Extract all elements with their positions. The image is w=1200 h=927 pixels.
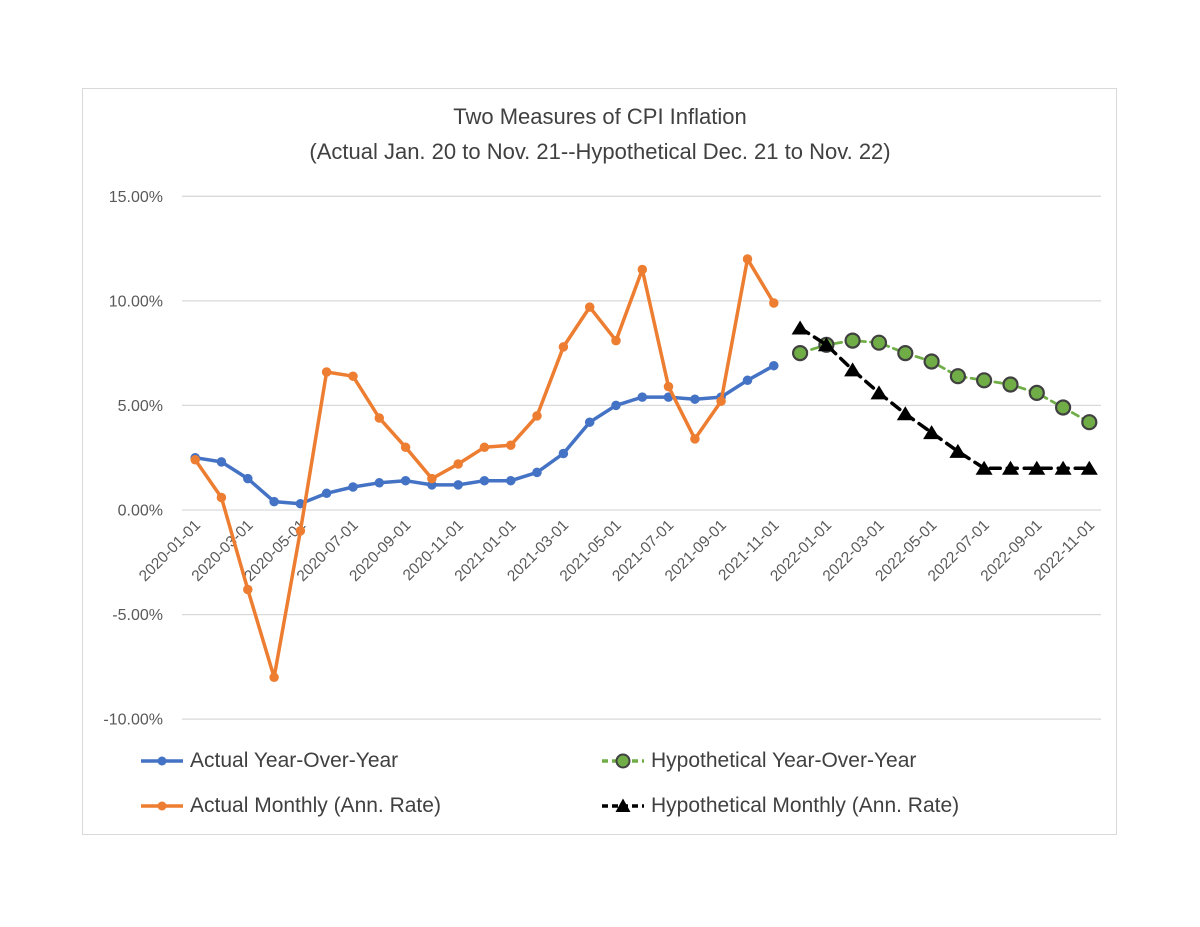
data-point-actual-yoy [769, 360, 779, 371]
data-point-hypothetical-monthly [975, 460, 993, 475]
legend-marker-actual-monthly-icon [141, 801, 183, 811]
data-point-hypothetical-monthly [870, 385, 888, 400]
data-point-actual-monthly [243, 584, 253, 595]
data-point-hypothetical-monthly [1054, 460, 1072, 475]
data-point-hypothetical-yoy [844, 332, 861, 349]
data-point-actual-monthly [584, 302, 595, 312]
data-point-hypothetical-monthly [1080, 460, 1098, 475]
data-point-hypothetical-monthly [844, 362, 862, 377]
y-tick-label: -10.00% [103, 712, 163, 729]
legend-marker-actual-yoy-icon [141, 756, 183, 766]
data-point-actual-yoy [453, 480, 463, 490]
chart-subtitle: (Actual Jan. 20 to Nov. 21--Hypothetical… [309, 139, 891, 164]
data-point-actual-monthly [479, 442, 490, 453]
data-point-actual-monthly [295, 526, 306, 536]
data-point-actual-monthly [453, 459, 463, 469]
series-actual-yoy [190, 360, 779, 509]
series-hypothetical-monthly [791, 320, 1098, 475]
data-point-hypothetical-yoy [870, 334, 888, 351]
data-point-hypothetical-yoy [1081, 414, 1098, 431]
y-axis-labels: 15.00% 10.00% 5.00% 0.00% -5.00% -10.00% [103, 189, 163, 729]
chart-title: Two Measures of CPI Inflation [453, 104, 747, 129]
data-point-actual-yoy [348, 482, 358, 492]
chart-frame [82, 88, 1117, 835]
data-point-actual-monthly [663, 381, 674, 392]
data-point-hypothetical-monthly [923, 425, 941, 440]
series-hypothetical-yoy [791, 332, 1098, 431]
data-point-actual-monthly [558, 342, 569, 352]
data-point-actual-yoy [742, 375, 753, 386]
data-point-hypothetical-monthly [791, 320, 809, 335]
data-point-actual-monthly [427, 473, 437, 484]
data-point-hypothetical-monthly [1002, 460, 1019, 475]
data-point-actual-monthly [400, 442, 411, 453]
data-point-hypothetical-yoy [897, 345, 914, 362]
data-point-actual-monthly [190, 455, 200, 465]
data-point-actual-monthly [532, 411, 542, 421]
data-point-hypothetical-yoy [1028, 384, 1045, 401]
data-point-actual-monthly [374, 413, 385, 423]
data-point-actual-monthly [637, 264, 648, 275]
legend-item-actual-yoy: Actual Year-Over-Year [140, 749, 398, 773]
data-point-actual-yoy [374, 478, 385, 488]
data-point-actual-yoy [584, 417, 595, 427]
gridlines [182, 195, 1101, 720]
legend-label-hypothetical-yoy: Hypothetical Year-Over-Year [651, 749, 917, 772]
data-point-actual-yoy [690, 394, 700, 404]
data-point-actual-yoy [269, 496, 279, 507]
series-actual-monthly [190, 254, 779, 683]
data-point-actual-yoy [216, 457, 227, 467]
data-point-actual-monthly [321, 367, 332, 377]
y-tick-label: 10.00% [109, 293, 163, 310]
data-point-actual-monthly [769, 298, 779, 308]
legend-label-hypothetical-monthly: Hypothetical Monthly (Ann. Rate) [651, 794, 960, 817]
data-point-actual-yoy [506, 475, 516, 486]
data-point-actual-monthly [348, 371, 358, 381]
legend-marker-hypothetical-yoy-icon [602, 753, 644, 769]
data-point-actual-monthly [716, 396, 726, 406]
data-point-actual-yoy [400, 475, 411, 486]
y-tick-label: -5.00% [112, 607, 163, 624]
data-point-actual-yoy [479, 475, 490, 486]
data-point-actual-yoy [243, 473, 253, 484]
data-point-actual-monthly [506, 440, 516, 450]
legend-label-actual-yoy: Actual Year-Over-Year [190, 749, 399, 772]
data-point-actual-monthly [269, 672, 279, 683]
data-point-hypothetical-yoy [923, 353, 940, 370]
data-point-hypothetical-monthly [896, 406, 914, 421]
y-tick-label: 5.00% [118, 398, 163, 415]
legend-item-hypothetical-yoy: Hypothetical Year-Over-Year [601, 749, 916, 773]
data-point-hypothetical-yoy [949, 368, 967, 385]
legend-item-actual-monthly: Actual Monthly (Ann. Rate) [140, 794, 441, 818]
data-point-actual-yoy [558, 448, 569, 459]
series-group [190, 254, 1098, 683]
data-point-hypothetical-monthly [949, 443, 967, 458]
data-point-actual-monthly [690, 434, 700, 444]
data-point-hypothetical-yoy [975, 372, 993, 389]
data-point-actual-yoy [637, 392, 648, 402]
data-point-actual-monthly [742, 254, 753, 264]
data-point-hypothetical-monthly [1028, 460, 1046, 475]
legend-item-hypothetical-monthly: Hypothetical Monthly (Ann. Rate) [601, 794, 959, 818]
data-point-actual-monthly [611, 335, 621, 346]
data-point-actual-yoy [611, 400, 621, 411]
data-point-actual-monthly [216, 492, 227, 503]
data-point-hypothetical-yoy [1054, 399, 1072, 416]
data-point-actual-yoy [321, 488, 332, 499]
data-point-actual-yoy [532, 467, 542, 478]
data-point-hypothetical-monthly [817, 337, 835, 352]
y-tick-label: 15.00% [109, 189, 163, 206]
legend-label-actual-monthly: Actual Monthly (Ann. Rate) [190, 794, 441, 817]
x-axis-labels: 2020-01-012020-03-012020-05-012020-07-01… [136, 517, 1098, 585]
legend-marker-hypothetical-monthly-icon [602, 798, 644, 812]
data-point-hypothetical-yoy [791, 345, 809, 362]
y-tick-label: 0.00% [118, 503, 163, 520]
data-point-hypothetical-yoy [1002, 376, 1019, 393]
